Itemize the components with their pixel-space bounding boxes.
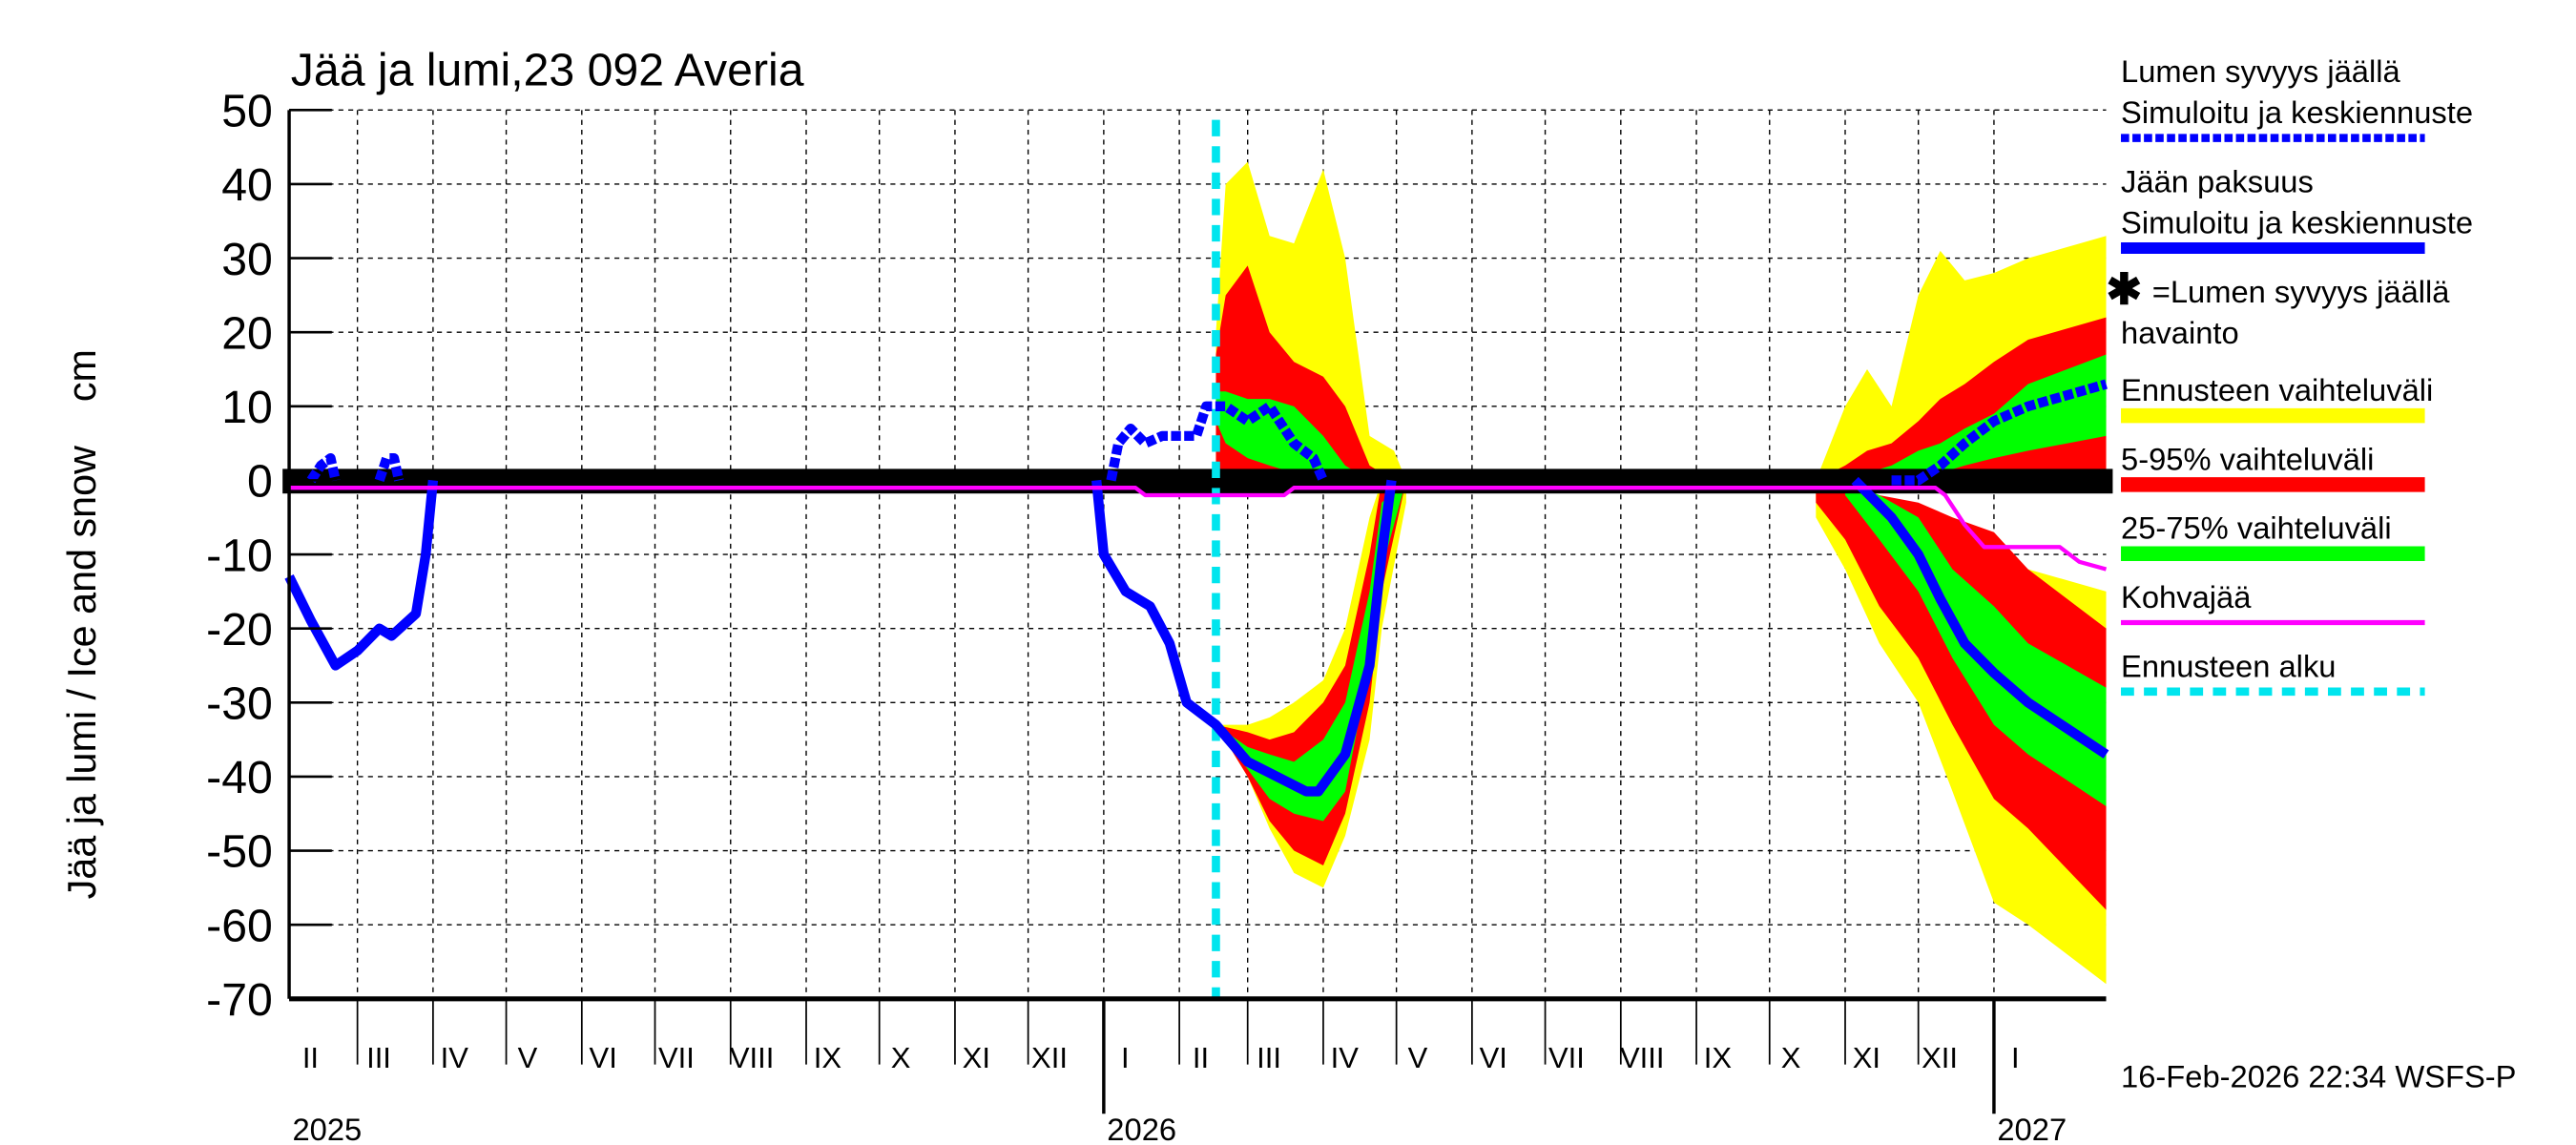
kohvajaa-line — [289, 486, 2108, 572]
ice-thickness-line — [1091, 479, 1397, 797]
p5-95-band — [1816, 480, 2107, 910]
asterisk-icon: ✱ — [2107, 266, 2143, 314]
y-tick-label: 50 — [221, 86, 273, 137]
x-tick-label: V — [518, 1041, 538, 1074]
x-tick-label: VI — [1480, 1041, 1507, 1074]
y-tick-label: -30 — [206, 678, 273, 730]
y-tick-label: 0 — [247, 456, 273, 508]
year-label: 2027 — [1997, 1112, 2067, 1145]
x-tick-label: XI — [963, 1041, 990, 1074]
x-tick-label: VIII — [730, 1041, 775, 1074]
x-tick-label: XI — [1853, 1041, 1880, 1074]
y-tick-label: -60 — [206, 900, 273, 951]
x-tick-label: IV — [1331, 1041, 1360, 1074]
snow-depth-line — [1891, 379, 2108, 486]
x-tick-label: II — [1193, 1041, 1209, 1074]
legend-label: 5-95% vaihteluväli — [2121, 441, 2374, 476]
ice-thickness-line — [284, 479, 439, 671]
x-tick-label: VII — [658, 1041, 695, 1074]
y-tick-label: 40 — [221, 159, 273, 211]
chart-title: Jää ja lumi,23 092 Averia — [291, 45, 804, 96]
year-label: 2026 — [1107, 1112, 1176, 1145]
x-tick-label: VI — [590, 1041, 617, 1074]
legend-label: Simuloitu ja keskiennuste — [2121, 94, 2473, 130]
y-tick-label: -50 — [206, 826, 273, 878]
legend-label: Ennusteen alku — [2121, 648, 2336, 683]
legend: Lumen syvyys jäällä Simuloitu ja keskienn… — [2107, 53, 2473, 697]
x-tick-label: XII — [1922, 1041, 1958, 1074]
grid — [289, 109, 2107, 999]
forecast-bands — [1215, 161, 2107, 985]
legend-label: =Lumen syvyys jäällä — [2152, 274, 2451, 309]
x-tick-label: I — [1121, 1041, 1130, 1074]
x-tick-label: V — [1408, 1041, 1428, 1074]
x-tick-label: III — [1257, 1041, 1281, 1074]
x-tick-label: IV — [441, 1041, 469, 1074]
p25-75-band — [1844, 354, 2107, 481]
y-tick-label: -20 — [206, 604, 273, 656]
y-tick-label: -70 — [206, 974, 273, 1026]
snow-depth-line — [1106, 401, 1328, 483]
legend-label: Kohvajää — [2121, 579, 2252, 614]
y-tick-label: 10 — [221, 382, 273, 433]
legend-label: 25-75% vaihteluväli — [2121, 510, 2392, 546]
footer-timestamp: 16-Feb-2026 22:34 WSFS-P — [2121, 1059, 2516, 1094]
x-tick-label: IX — [814, 1041, 842, 1074]
ice-thickness-line — [1851, 476, 2109, 759]
y-tick-label: 30 — [221, 234, 273, 285]
snow-depth-line — [374, 452, 405, 483]
series-lines — [284, 379, 2109, 797]
p25-75-band — [1844, 480, 2107, 806]
x-tick-label: VII — [1548, 1041, 1585, 1074]
x-tick-label: III — [366, 1041, 391, 1074]
observations — [282, 119, 2113, 999]
snow-depth-line — [306, 452, 341, 484]
legend-label: havainto — [2121, 315, 2239, 350]
x-tick-label: VIII — [1620, 1041, 1665, 1074]
y-tick-label: 20 — [221, 307, 273, 359]
y-axis-label: Jää ja lumi / Ice and snow cm — [60, 349, 104, 899]
legend-label: Simuloitu ja keskiennuste — [2121, 204, 2473, 239]
y-tick-label: -10 — [206, 530, 273, 581]
legend-label: Jään paksuus — [2121, 163, 2314, 198]
x-tick-label: X — [891, 1041, 911, 1074]
x-tick-label: II — [302, 1041, 319, 1074]
x-tick-label: I — [2011, 1041, 2020, 1074]
legend-label: Lumen syvyys jäällä — [2121, 53, 2400, 89]
year-label: 2025 — [293, 1112, 363, 1145]
x-tick-label: XII — [1031, 1041, 1068, 1074]
x-tick-label: IX — [1704, 1041, 1733, 1074]
x-tick-label: X — [1781, 1041, 1801, 1074]
legend-label: Ennusteen vaihteluväli — [2121, 372, 2433, 407]
y-tick-label: -40 — [206, 752, 273, 803]
